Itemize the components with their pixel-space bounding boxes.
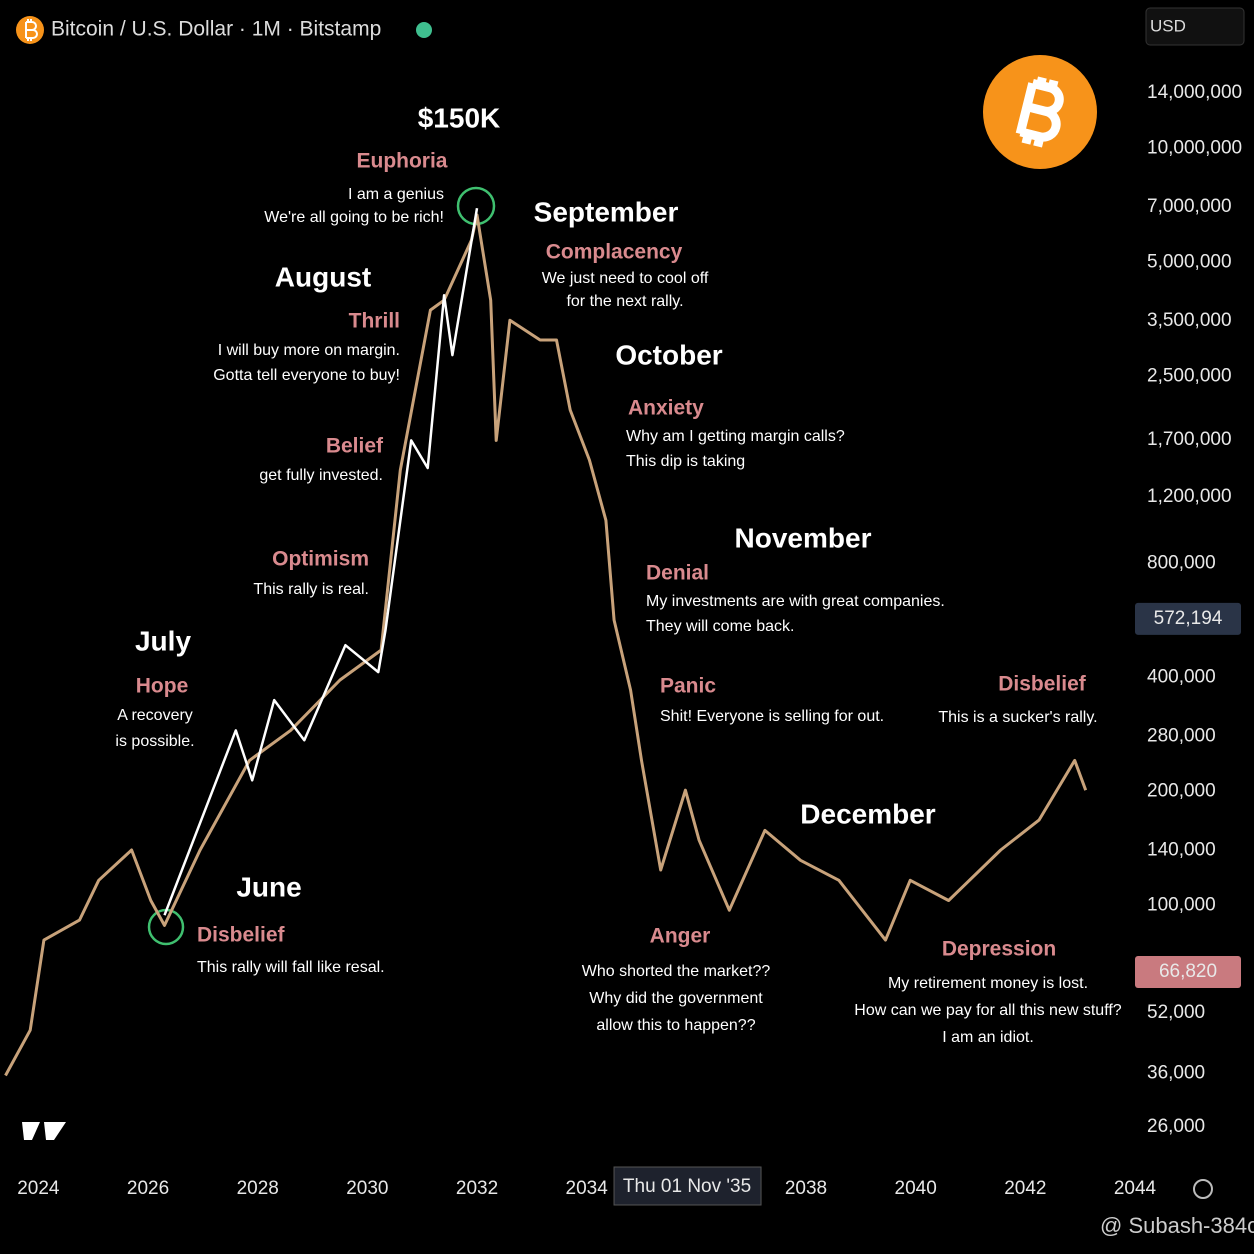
y-tick-label: 100,000: [1147, 895, 1216, 916]
y-tick-label: 10,000,000: [1147, 137, 1242, 158]
y-tick-label: 14,000,000: [1147, 82, 1242, 103]
stage-quote: Who shorted the market??: [582, 963, 771, 980]
chart-title: Bitcoin / U.S. Dollar · 1M · Bitstamp: [51, 18, 381, 41]
stage-quote: Gotta tell everyone to buy!: [213, 367, 400, 384]
stage-phase: Denial: [646, 562, 709, 585]
y-tick-label: 36,000: [1147, 1063, 1205, 1084]
stage-quote: I am a genius: [348, 186, 444, 203]
y-tick-label: 3,500,000: [1147, 310, 1232, 331]
stage-heading: September: [534, 196, 679, 227]
y-tick-label: 1,200,000: [1147, 486, 1232, 507]
stage-quote: We're all going to be rich!: [264, 209, 444, 226]
stage-quote: Why am I getting margin calls?: [626, 428, 845, 445]
stage-quote: This rally will fall like resal.: [197, 959, 385, 976]
y-tick-label: 2,500,000: [1147, 365, 1232, 386]
stage-quote: We just need to cool off: [542, 270, 709, 287]
stage-heading: August: [275, 261, 371, 292]
stage-phase: Belief: [326, 435, 384, 458]
y-tick-label: 5,000,000: [1147, 251, 1232, 272]
stage-quote: for the next rally.: [566, 293, 683, 310]
x-tick-label: 2044: [1114, 1178, 1157, 1199]
y-tick-label: 400,000: [1147, 667, 1216, 688]
stage-heading: December: [800, 798, 936, 829]
stage-heading: July: [135, 625, 191, 656]
stage-phase: Optimism: [272, 548, 369, 571]
price-line: [163, 207, 479, 916]
price-marker: [1135, 602, 1241, 635]
stage-phase: Depression: [942, 938, 1056, 961]
crosshair-box: [613, 1166, 762, 1206]
stage-phase: Disbelief: [197, 924, 286, 947]
stage-quote: This is a sucker's rally.: [938, 709, 1097, 726]
x-tick-label: 2026: [127, 1178, 169, 1199]
stage-heading: $150K: [418, 102, 501, 133]
stage-quote: get fully invested.: [259, 467, 383, 484]
watermark: @ Subash-384c: [1100, 1213, 1254, 1238]
crosshair-label: Thu 01 Nov '35: [623, 1176, 751, 1197]
y-tick-label: 1,700,000: [1147, 429, 1232, 450]
stage-quote: They will come back.: [646, 618, 795, 635]
stage-phase: Panic: [660, 675, 716, 698]
stage-quote: Why did the government: [589, 990, 763, 1007]
x-tick-label: 2042: [1004, 1178, 1046, 1199]
bitcoin-glyph: [1015, 76, 1064, 148]
x-tick-label: 2040: [895, 1178, 937, 1199]
stage-quote: My retirement money is lost.: [888, 975, 1088, 992]
x-tick-label: 2030: [346, 1178, 388, 1199]
stage-phase: Euphoria: [356, 150, 447, 173]
stage-quote: is possible.: [115, 733, 194, 750]
price-marker: [1135, 955, 1241, 988]
stage-quote: This rally is real.: [253, 581, 369, 598]
currency[interactable]: USD: [1150, 16, 1186, 35]
stage-quote: A recovery: [117, 707, 193, 724]
stage-quote: How can we pay for all this new stuff?: [854, 1002, 1121, 1019]
y-tick-label: 200,000: [1147, 781, 1216, 802]
price-marker-label: 572,194: [1154, 608, 1223, 629]
stage-phase: Disbelief: [998, 673, 1087, 696]
price-marker-label: 66,820: [1159, 961, 1217, 982]
settings-icon[interactable]: [1193, 1179, 1213, 1199]
stage-heading: October: [615, 339, 722, 370]
symbol-glyph: [25, 19, 38, 41]
stage-phase: Anxiety: [628, 397, 704, 420]
currency-box[interactable]: [1145, 7, 1245, 46]
x-tick-label: 2028: [237, 1178, 279, 1199]
stage-phase: Thrill: [349, 310, 400, 333]
x-tick-label: 2034: [566, 1178, 609, 1199]
stage-heading: November: [735, 522, 872, 553]
y-tick-label: 26,000: [1147, 1116, 1205, 1137]
y-tick-label: 52,000: [1147, 1002, 1205, 1023]
y-tick-label: 280,000: [1147, 725, 1216, 746]
stage-quote: My investments are with great companies.: [646, 593, 945, 610]
y-tick-label: 800,000: [1147, 553, 1216, 574]
x-tick-label: 2024: [17, 1178, 60, 1199]
stage-phase: Complacency: [546, 241, 683, 264]
tradingview-logo: [22, 1122, 66, 1140]
stage-quote: I will buy more on margin.: [218, 342, 400, 359]
y-tick-label: 140,000: [1147, 839, 1216, 860]
stage-quote: allow this to happen??: [596, 1017, 755, 1034]
stage-quote: I am an idiot.: [942, 1029, 1034, 1046]
x-tick-label: 2038: [785, 1178, 827, 1199]
x-tick-label: 2032: [456, 1178, 498, 1199]
stage-phase: Hope: [136, 675, 189, 698]
stage-heading: June: [236, 871, 301, 902]
status-dot: [416, 22, 432, 38]
stage-quote: Shit! Everyone is selling for out.: [660, 708, 884, 725]
y-tick-label: 7,000,000: [1147, 196, 1232, 217]
price-line: [4, 213, 1088, 1077]
stage-phase: Anger: [650, 925, 711, 948]
stage-quote: This dip is taking: [626, 453, 745, 470]
